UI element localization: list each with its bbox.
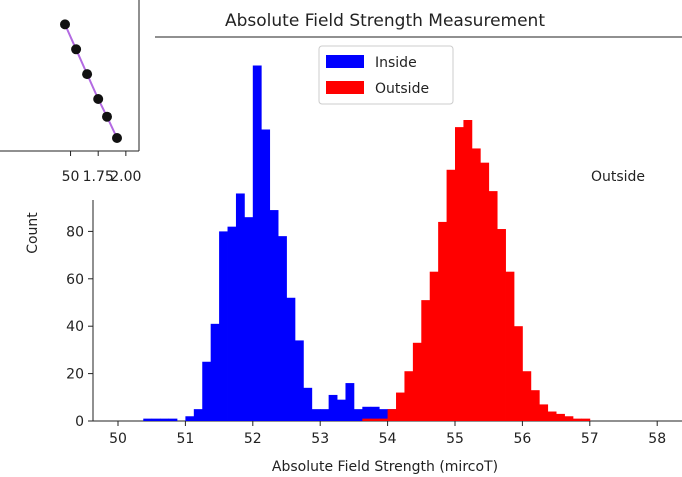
- outside-bar: [488, 191, 498, 421]
- outside-bar: [396, 392, 405, 421]
- inside-bar: [151, 418, 161, 421]
- inset-marker: [93, 94, 104, 104]
- x-tick-label: 57: [581, 431, 599, 447]
- inside-bar: [244, 217, 254, 421]
- inset-line-chart: 50 1.752.00: [0, 0, 141, 185]
- inset-x-tick-label: 1.75: [83, 169, 114, 185]
- legend-label-inside: Inside: [375, 55, 417, 71]
- x-tick-label: 51: [176, 431, 194, 447]
- x-tick-label: 54: [379, 431, 397, 447]
- outside-bar: [513, 326, 523, 421]
- outside-bar: [455, 127, 464, 422]
- x-tick-label: 52: [244, 431, 262, 447]
- outside-bar: [581, 418, 591, 421]
- outside-bar: [463, 120, 473, 421]
- inset-marker: [102, 111, 112, 122]
- outside-bar: [530, 390, 540, 421]
- inside-bar: [345, 383, 355, 421]
- inside-bar: [294, 340, 304, 421]
- series-inside-bars: [143, 65, 397, 422]
- y-tick-label: 80: [66, 224, 84, 240]
- outside-bar: [471, 148, 481, 421]
- x-axis-ticks: 50 51 52 53 54 55 56 57 58: [109, 421, 666, 447]
- outside-bar: [497, 229, 506, 421]
- inside-bar: [235, 193, 245, 421]
- inside-bar: [370, 406, 380, 421]
- outside-bar: [522, 371, 532, 421]
- histogram-chart: 50 51 52 53 54 55 56 57 58 0 20 40 60 80 Absolute Fi…: [25, 11, 682, 475]
- outside-bar: [556, 413, 565, 421]
- outside-bar: [564, 416, 574, 421]
- inset-marker: [71, 44, 82, 55]
- y-axis-label: Count: [25, 212, 41, 254]
- inside-bar: [252, 65, 262, 421]
- inside-bar: [362, 406, 372, 421]
- inset-markers: [60, 19, 122, 143]
- series-outside-bars: [362, 120, 591, 422]
- inset-x-ticks: 50 1.752.00: [62, 151, 141, 185]
- inset-marker: [60, 19, 70, 30]
- outside-bar: [412, 342, 422, 421]
- inside-bar: [320, 409, 330, 421]
- inside-bar: [328, 394, 338, 421]
- y-tick-label: 60: [66, 272, 84, 288]
- outside-bar: [438, 221, 447, 421]
- inside-bar: [337, 399, 346, 421]
- outside-bar: [362, 418, 372, 421]
- x-tick-label: 56: [513, 431, 531, 447]
- x-tick-label: 55: [446, 431, 464, 447]
- inside-bar: [278, 236, 287, 421]
- x-tick-label: 53: [311, 431, 329, 447]
- inside-bar: [261, 129, 271, 422]
- inside-bar: [286, 297, 296, 421]
- inside-bar: [269, 210, 279, 421]
- chart-title: Absolute Field Strength Measurement: [225, 11, 545, 31]
- inside-bar: [168, 418, 178, 421]
- y-tick-label: 20: [66, 367, 84, 383]
- inset-background: [0, 0, 140, 152]
- inside-bar: [143, 418, 153, 421]
- outside-bar: [387, 409, 397, 421]
- y-tick-label: 40: [66, 319, 84, 335]
- outside-bar: [370, 418, 380, 421]
- inside-bar: [193, 409, 203, 421]
- legend-swatch-inside: [326, 55, 364, 68]
- outside-bar: [446, 169, 456, 421]
- y-tick-label: 0: [75, 414, 84, 430]
- legend-swatch-outside: [326, 81, 364, 94]
- outside-bar: [421, 300, 431, 421]
- inside-bar: [303, 387, 313, 421]
- annotation-text: Outside: [591, 169, 645, 185]
- x-tick-label: 58: [648, 431, 666, 447]
- y-axis-ticks: 0 20 40 60 80: [66, 224, 93, 430]
- x-tick-label: 50: [109, 431, 127, 447]
- inside-bar: [185, 416, 195, 421]
- inside-bar: [227, 226, 237, 421]
- inset-marker: [82, 69, 93, 80]
- x-axis-label: Absolute Field Strength (mircoT): [272, 459, 498, 475]
- outside-bar: [505, 271, 515, 421]
- outside-bar: [404, 371, 414, 421]
- outside-bar: [572, 418, 582, 421]
- legend: Inside Outside: [318, 45, 454, 105]
- inside-bar: [160, 418, 169, 421]
- outside-bar: [429, 271, 439, 421]
- outside-bar: [480, 162, 490, 422]
- inside-bar: [202, 361, 212, 421]
- inside-bar: [379, 409, 389, 421]
- inset-marker: [112, 133, 122, 143]
- outside-bar: [539, 404, 549, 421]
- outside-bar: [547, 411, 557, 421]
- inside-bar: [219, 231, 228, 421]
- inside-bar: [210, 323, 220, 421]
- inset-x-tick-label: 2.00: [110, 169, 141, 185]
- outside-bar: [379, 418, 389, 421]
- inside-bar: [353, 409, 363, 421]
- inside-bar: [311, 409, 321, 421]
- inset-x-tick-label: 50: [62, 169, 80, 185]
- legend-label-outside: Outside: [375, 81, 429, 97]
